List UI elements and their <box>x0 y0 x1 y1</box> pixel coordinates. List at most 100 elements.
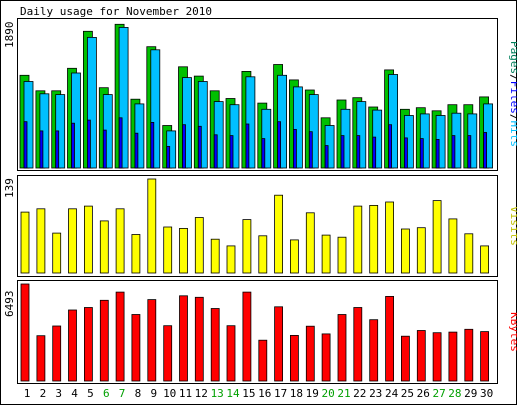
visits-bar <box>36 208 46 274</box>
x-tick-label: 13 <box>211 387 224 400</box>
panel-bars <box>20 283 490 382</box>
kbytes-bar <box>274 306 284 382</box>
files-bar <box>71 72 81 169</box>
files-bar <box>388 74 399 169</box>
kbytes-bar <box>226 325 236 382</box>
visits-bar <box>289 239 299 274</box>
visits-bar <box>226 245 236 274</box>
pages-bar <box>340 135 345 169</box>
pages-bar <box>324 145 329 169</box>
pages-bar <box>229 135 234 169</box>
visits-bar <box>179 227 188 274</box>
panel-bars <box>19 23 494 169</box>
visits-bar <box>68 208 77 274</box>
pages-bar <box>197 125 202 169</box>
pages-bar <box>451 135 456 169</box>
x-tick-label: 6 <box>103 387 110 400</box>
pages-bar <box>87 119 91 169</box>
x-tick-label: 11 <box>179 387 192 400</box>
pages-bar <box>166 145 171 169</box>
kbytes-bar <box>242 291 252 382</box>
kbytes-bar <box>369 319 379 382</box>
pages-bar <box>71 122 75 169</box>
panel-max-label: 139 <box>3 178 16 198</box>
kbytes-bar <box>321 333 331 382</box>
x-tick-label: 16 <box>258 387 271 400</box>
pages-bar <box>39 130 44 169</box>
pages-bar <box>213 134 218 169</box>
visits-bar <box>20 211 30 274</box>
pages-bar <box>261 138 266 169</box>
visits-bar <box>274 194 284 274</box>
kbytes-bar <box>448 331 458 382</box>
pages-bar <box>388 124 393 169</box>
kbytes-bar <box>99 299 109 382</box>
visits-bar <box>163 226 173 274</box>
files-bar <box>182 77 192 169</box>
hits-files-pages-panel: 1890 Pages/Files/Hits <box>3 18 517 171</box>
x-tick-label: 23 <box>369 387 382 400</box>
x-tick-label: 3 <box>55 387 62 400</box>
kbytes-bar <box>163 325 173 382</box>
visits-bar <box>52 232 62 274</box>
pages-bar <box>435 138 440 169</box>
visits-bar <box>400 228 410 274</box>
kbytes-bar <box>68 309 77 382</box>
pages-bar <box>419 138 424 169</box>
x-tick-label: 19 <box>306 387 319 400</box>
kbytes-bar <box>400 335 410 382</box>
kbytes-bar <box>258 339 268 382</box>
visits-bar <box>416 227 426 274</box>
x-tick-label: 25 <box>401 387 414 400</box>
files-bar <box>150 49 161 169</box>
chart-title: Daily usage for November 2010 <box>20 5 212 18</box>
files-bar <box>356 101 367 169</box>
x-tick-label: 28 <box>448 387 461 400</box>
visits-bar <box>115 208 125 274</box>
files-bar <box>87 37 97 169</box>
pages-bar <box>150 122 155 169</box>
series-label-part: Hits <box>508 121 517 148</box>
pages-bar <box>292 128 297 169</box>
x-tick-label: 1 <box>24 387 31 400</box>
visits-bar <box>448 218 458 274</box>
panel-series-label: KBytes <box>508 312 517 352</box>
visits-bar <box>99 220 109 274</box>
pages-bar <box>356 135 361 169</box>
series-label-part: Files <box>508 81 517 114</box>
kbytes-bar <box>84 307 93 382</box>
kbytes-bar <box>432 332 442 382</box>
kbytes-bar <box>337 314 347 382</box>
visits-bar <box>369 204 379 274</box>
x-tick-label: 24 <box>385 387 399 400</box>
panel-series-label: Pages/Files/Hits <box>508 41 517 147</box>
visits-bar <box>432 200 442 274</box>
series-label-part: Pages <box>508 41 517 74</box>
visits-bar <box>305 212 315 274</box>
pages-bar <box>308 131 313 169</box>
pages-bar <box>245 123 250 169</box>
x-tick-label: 29 <box>464 387 477 400</box>
x-axis-labels: 1 2 3 4 5 6 7 8 9 10 11 12 13 14 15 16 17 18 19 20 21 22 23 24 2… <box>24 387 494 400</box>
kbytes-bar <box>480 331 490 382</box>
visits-bar <box>194 217 204 274</box>
x-tick-label: 12 <box>195 387 208 400</box>
x-tick-label: 4 <box>71 387 78 400</box>
series-label-part: / <box>508 74 517 81</box>
visits-panel: 139 Visits <box>3 175 517 277</box>
kbytes-bar <box>147 299 157 382</box>
kbytes-bar <box>115 291 125 382</box>
pages-bar <box>483 132 488 169</box>
x-tick-label: 2 <box>40 387 47 400</box>
series-label-part: Visits <box>508 206 517 246</box>
series-label-part: / <box>508 114 517 121</box>
files-bar <box>197 81 208 169</box>
panel-series-label: Visits <box>508 206 517 246</box>
x-tick-label: 9 <box>150 387 157 400</box>
pages-bar <box>182 124 186 169</box>
kbytes-bar <box>353 307 363 382</box>
kbytes-bar <box>385 295 395 382</box>
visits-bar <box>385 201 395 274</box>
visits-bar <box>353 205 363 274</box>
